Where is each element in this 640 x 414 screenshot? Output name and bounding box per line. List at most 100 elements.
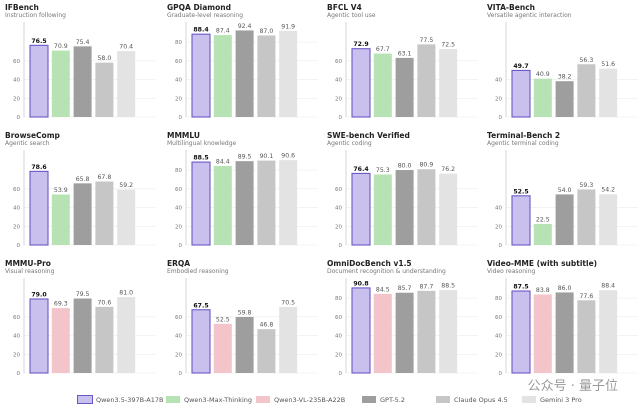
legend-item: GPT-5.2: [362, 396, 405, 404]
panel-subtitle: Agentic search: [5, 140, 50, 147]
bar: [533, 78, 552, 117]
bar-value-label: 88.4: [193, 27, 209, 34]
panel-subtitle: Instruction following: [5, 12, 66, 19]
bar: [95, 62, 114, 117]
panel-chart: 0 20 40 60 67.5 52.5 59.8 46.8 70.5: [175, 278, 318, 377]
bar: [373, 293, 392, 373]
y-tick-label: 40: [335, 206, 342, 212]
legend-label: GPT-5.2: [380, 396, 406, 404]
y-tick-label: 60: [13, 315, 20, 321]
panel-subtitle: Visual reasoning: [5, 268, 55, 275]
bar-value-label: 77.5: [420, 37, 434, 44]
panel-title: VITA-Bench: [487, 3, 535, 12]
bar: [29, 44, 49, 118]
y-tick-label: 0: [179, 115, 183, 121]
bar: [395, 57, 414, 117]
benchmark-panel: VITA-Bench Versatile agentic interaction 0…: [482, 0, 640, 126]
y-tick-label: 20: [495, 352, 502, 358]
bar-value-label: 92.4: [238, 23, 252, 30]
bar: [439, 173, 458, 245]
bar: [279, 160, 298, 245]
legend-label: Qwen3-VL-235B-A22B: [274, 396, 346, 404]
bar: [51, 194, 70, 245]
bar-value-label: 38.2: [558, 74, 572, 81]
y-tick-label: 60: [495, 315, 502, 321]
bar-value-label: 89.5: [238, 154, 252, 161]
bar: [51, 308, 70, 373]
bar: [599, 194, 618, 245]
y-tick-label: 80: [335, 296, 342, 302]
benchmark-panel: GPQA Diamond Graduate-level reasoning 0 20 4…: [162, 0, 322, 126]
bar-value-label: 67.8: [98, 174, 112, 181]
panel-subtitle: Versatile agentic interaction: [487, 12, 572, 19]
legend-item: Gemini 3 Pro: [522, 396, 582, 404]
panel-title: SWE-bench Verified: [327, 131, 410, 140]
panel-title: ERQA: [167, 259, 191, 268]
bar-value-label: 70.6: [98, 299, 112, 306]
bar-value-label: 83.8: [536, 287, 550, 294]
bar-value-label: 51.6: [601, 61, 615, 68]
bar-value-label: 77.6: [580, 293, 594, 300]
legend-label: Qwen3.5-397B-A17B: [96, 396, 164, 404]
bar: [351, 287, 371, 374]
bar: [213, 165, 232, 245]
bar-value-label: 67.5: [193, 302, 208, 309]
bar: [279, 306, 298, 373]
bar-value-label: 80.9: [420, 162, 434, 169]
bar: [29, 170, 49, 246]
y-tick-label: 20: [175, 352, 182, 358]
bar-value-label: 40.9: [536, 71, 550, 78]
panel-title: Terminal-Bench 2: [487, 131, 561, 140]
benchmark-panel: BFCL V4 Agentic tool use 0 20 40 60 72.9 67.7 63…: [322, 0, 482, 126]
y-tick-label: 0: [179, 243, 183, 249]
y-tick-label: 80: [175, 40, 182, 46]
bar: [577, 189, 596, 245]
bar-value-label: 75.3: [376, 167, 390, 174]
bar-value-label: 88.5: [193, 155, 208, 162]
panel-chart: 0 20 40 60 79.0 69.3 79.5 70.6 81.0: [13, 278, 156, 377]
panel-title: MMMLU: [167, 131, 200, 140]
benchmark-panel: SWE-bench Verified Agentic coding 0 20 40 60 7…: [322, 128, 482, 254]
y-tick-label: 20: [175, 96, 182, 102]
panel-title: IFBench: [5, 3, 39, 12]
bar-value-label: 52.5: [513, 188, 528, 195]
benchmark-panel: MMMLU Multilingual knowledge 0 20 40 60 80 88.5…: [162, 128, 322, 254]
y-tick-label: 40: [495, 206, 502, 212]
bar-value-label: 80.0: [398, 163, 412, 170]
panel-subtitle: Multilingual knowledge: [167, 140, 237, 147]
panel-chart: 0 20 40 60 76.5 70.9 75.4 58.0 70.4: [13, 22, 156, 121]
panel-chart: 0 20 40 49.7 40.9 38.2 56.3 51.6: [495, 22, 638, 121]
legend-item: Claude Opus 4.5: [436, 396, 508, 404]
bar: [257, 160, 276, 245]
bar: [373, 174, 392, 245]
bar: [555, 81, 574, 117]
bar-value-label: 86.0: [558, 285, 572, 292]
bar-value-label: 76.2: [441, 166, 455, 173]
panel-chart: 0 20 40 60 80 90.8 84.5 85.7 87.7 88.5: [335, 278, 478, 377]
benchmark-panel: ERQA Embodied reasoning 0 20 40 60 67.5 52.5 59.…: [162, 256, 322, 382]
y-tick-label: 60: [175, 59, 182, 65]
bar-value-label: 59.8: [238, 309, 252, 316]
benchmark-panel: BrowseComp Agentic search 0 20 40 60 78.6 53.9 6…: [0, 128, 160, 254]
y-tick-label: 60: [13, 59, 20, 65]
bar-value-label: 87.7: [420, 283, 434, 290]
bar: [117, 297, 136, 373]
legend-label: Qwen3-Max-Thinking: [184, 396, 253, 404]
benchmark-panel: Terminal-Bench 2 Agentic terminal coding 0…: [482, 128, 640, 254]
bar-value-label: 49.7: [513, 63, 528, 70]
bar-value-label: 90.8: [353, 280, 368, 287]
benchmark-panel: IFBench Instruction following 0 20 40 60 76.5 7…: [0, 0, 160, 126]
panel-title: MMMU-Pro: [5, 259, 51, 268]
bar: [533, 223, 552, 245]
bar-value-label: 69.3: [54, 301, 68, 308]
bar: [417, 169, 436, 245]
y-tick-label: 60: [335, 187, 342, 193]
panel-title: Video-MME (with subtitle): [487, 259, 598, 268]
bar-value-label: 90.6: [281, 153, 295, 160]
panel-subtitle: Agentic tool use: [327, 12, 376, 19]
bar-value-label: 84.4: [216, 158, 230, 165]
bar-value-label: 59.3: [580, 182, 594, 189]
y-tick-label: 20: [495, 96, 502, 102]
y-tick-label: 0: [179, 371, 183, 377]
panel-title: OmniDocBench v1.5: [327, 259, 412, 268]
